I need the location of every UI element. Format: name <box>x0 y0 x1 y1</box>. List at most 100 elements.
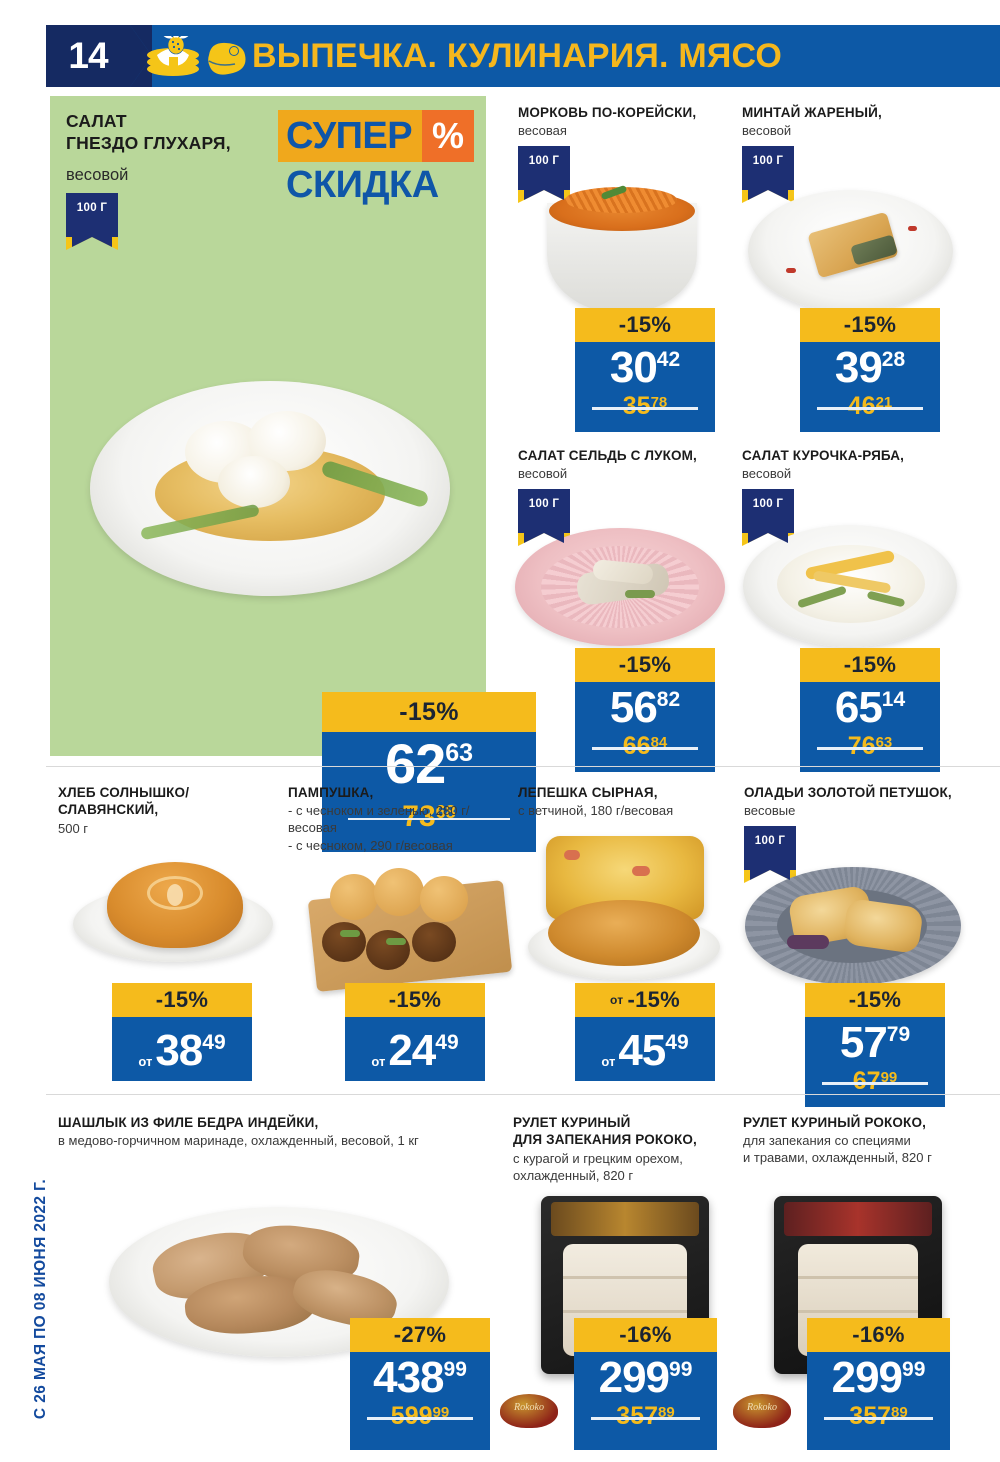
product-photo-korean-carrot <box>505 184 735 325</box>
discount-badge: -15% <box>575 308 715 342</box>
price-block-pampushka[interactable]: -15% от 24 49 <box>345 983 485 1081</box>
product-card-cheese-flatbread[interactable]: ЛЕПЕШКА СЫРНАЯ, с ветчиной, 180 г/весова… <box>518 784 733 819</box>
product-card-pampushka[interactable]: ПАМПУШКА, - с чесноком и зеленью, 280 г/… <box>288 784 504 854</box>
product-card-rococo-roll-spices[interactable]: РУЛЕТ КУРИНЫЙ РОКОКО, для запекания со с… <box>743 1114 973 1167</box>
discount-value: -15% <box>843 312 897 337</box>
price-dec: 42 <box>656 348 681 371</box>
weight-badge-label: 100 Г <box>754 835 786 848</box>
product-photo-herring-salad <box>505 520 735 655</box>
product-name: САЛАТ СЕЛЬДЬ С ЛУКОМ, <box>518 448 697 463</box>
product-name: ШАШЛЫК ИЗ ФИЛЕ БЕДРА ИНДЕЙКИ, <box>58 1115 319 1130</box>
weight-badge: 100 Г <box>742 146 794 204</box>
price-block-cheese-flatbread[interactable]: от -15% от 45 49 <box>575 983 715 1081</box>
hero-badge-label: 100 Г <box>76 202 108 214</box>
hero-promo-card[interactable]: САЛАТ ГНЕЗДО ГЛУХАРЯ, весовой 100 Г СУПЕ… <box>50 96 536 852</box>
discount-badge: -16% <box>807 1318 950 1352</box>
discount-value: -16% <box>619 1322 672 1347</box>
price-current: 438 99 <box>350 1356 490 1400</box>
product-card-rococo-roll-nuts[interactable]: РУЛЕТ КУРИНЫЙ ДЛЯ ЗАПЕКАНИЯ РОКОКО, с ку… <box>513 1114 728 1184</box>
price-int: 45 <box>618 1026 666 1075</box>
old-int: 76 <box>847 732 876 760</box>
price-body: 56 82 66 84 <box>575 682 715 772</box>
price-block-ryaba-salad[interactable]: -15% 65 14 76 63 <box>800 648 940 772</box>
super-label: СУПЕР <box>286 114 413 157</box>
product-name-line2: СЛАВЯНСКИЙ, <box>58 802 159 818</box>
discount-prefix: от <box>609 993 624 1007</box>
discount-value: -15% <box>618 312 672 337</box>
discount-badge: -15% <box>800 308 940 342</box>
price-old: 46 21 <box>800 394 940 419</box>
price-int: 299 <box>598 1353 670 1402</box>
product-card-fritters[interactable]: ОЛАДЬИ ЗОЛОТОЙ ПЕТУШОК, весовые 100 Г <box>744 784 969 884</box>
price-block-fried-pollock[interactable]: -15% 39 28 46 21 <box>800 308 940 432</box>
discount-badge: -15% <box>345 983 485 1017</box>
product-card-korean-carrot[interactable]: МОРКОВЬ ПО-КОРЕЙСКИ, весовая 100 Г <box>518 104 733 204</box>
strikethrough-line <box>591 407 699 410</box>
old-int: 599 <box>390 1402 433 1430</box>
old-int: 357 <box>616 1402 659 1430</box>
product-card-ryaba-salad[interactable]: САЛАТ КУРОЧКА-РЯБА, весовой 100 Г <box>742 447 962 547</box>
product-card-bread[interactable]: ХЛЕБ СОЛНЫШКО/ СЛАВЯНСКИЙ, 500 г <box>58 784 268 837</box>
price-block-rococo-roll-nuts[interactable]: -16% 299 99 357 89 <box>574 1318 717 1450</box>
price-block-bread[interactable]: -15% от 38 49 <box>112 983 252 1081</box>
price-old: 35 78 <box>575 394 715 419</box>
price-block-fritters[interactable]: -15% 57 79 67 99 <box>805 983 945 1107</box>
old-dec: 63 <box>875 734 893 751</box>
product-desc: весовые <box>744 803 796 819</box>
price-old: 67 99 <box>805 1069 945 1094</box>
price-block-turkey-shashlik[interactable]: -27% 438 99 599 99 <box>350 1318 490 1450</box>
price-block-herring-salad[interactable]: -15% 56 82 66 84 <box>575 648 715 772</box>
price-dec: 49 <box>202 1031 226 1054</box>
hero-old-dec: 68 <box>435 802 456 822</box>
header-band <box>46 25 1000 87</box>
discount-value: -15% <box>388 987 442 1012</box>
price-old: 76 63 <box>800 734 940 759</box>
price-dec: 82 <box>656 688 681 711</box>
row-divider <box>46 1094 1000 1095</box>
product-desc: 500 г <box>58 820 89 836</box>
discount-badge: -15% <box>575 648 715 682</box>
hero-product-photo <box>80 326 460 656</box>
price-body: от 38 49 <box>112 1017 252 1081</box>
discount-value: -15% <box>627 987 681 1012</box>
hero-price-block[interactable]: -15% 62 63 73 68 <box>322 692 536 852</box>
hero-price-body: 62 63 73 68 <box>322 732 536 852</box>
price-old: 66 84 <box>575 734 715 759</box>
discount-value: -15% <box>843 652 897 677</box>
page-number-tab-arrow <box>130 25 152 87</box>
price-current: от 24 49 <box>345 1029 485 1073</box>
product-desc-line1: для запекания со специями <box>743 1133 911 1149</box>
page-number: 14 <box>68 35 108 76</box>
price-body: 65 14 76 63 <box>800 682 940 772</box>
old-dec: 99 <box>432 1404 450 1421</box>
price-body: 30 42 35 78 <box>575 342 715 432</box>
product-card-turkey-shashlik[interactable]: ШАШЛЫК ИЗ ФИЛЕ БЕДРА ИНДЕЙКИ, в медово-г… <box>58 1114 478 1149</box>
skidka-label: СКИДКА <box>286 164 439 206</box>
price-block-rococo-roll-spices[interactable]: -16% 299 99 357 89 <box>807 1318 950 1450</box>
product-card-fried-pollock[interactable]: МИНТАЙ ЖАРЕНЫЙ, весовой 100 Г <box>742 104 962 204</box>
price-int: 30 <box>609 343 658 392</box>
super-banner-row: СУПЕР % <box>278 110 474 162</box>
discount-badge: -15% <box>112 983 252 1017</box>
page-title: ВЫПЕЧКА. КУЛИНАРИЯ. МЯСО <box>252 36 783 75</box>
price-current: 299 99 <box>574 1356 717 1400</box>
price-prefix: от <box>601 1054 616 1069</box>
discount-badge: от -15% <box>575 983 715 1017</box>
old-dec: 84 <box>650 734 668 751</box>
product-card-herring-salad[interactable]: САЛАТ СЕЛЬДЬ С ЛУКОМ, весовой 100 Г <box>518 447 733 547</box>
brand-logo-rokoko: Rokoko <box>500 1390 558 1432</box>
price-body: 438 99 599 99 <box>350 1352 490 1450</box>
price-old: 599 99 <box>350 1404 490 1429</box>
price-body: от 24 49 <box>345 1017 485 1081</box>
validity-period: С 26 МАЯ ПО 08 ИЮНЯ 2022 Г. <box>32 1178 49 1420</box>
product-desc-line1: с курагой и грецким орехом, <box>513 1150 683 1166</box>
old-int: 66 <box>622 732 651 760</box>
product-desc: весовой <box>518 466 568 482</box>
weight-badge-label: 100 Г <box>528 498 560 511</box>
price-block-korean-carrot[interactable]: -15% 30 42 35 78 <box>575 308 715 432</box>
product-name: РУЛЕТ КУРИНЫЙ РОКОКО, <box>743 1115 926 1130</box>
weight-badge: 100 Г <box>744 826 796 884</box>
old-dec: 21 <box>875 394 893 411</box>
hero-price-int: 62 <box>384 732 446 795</box>
